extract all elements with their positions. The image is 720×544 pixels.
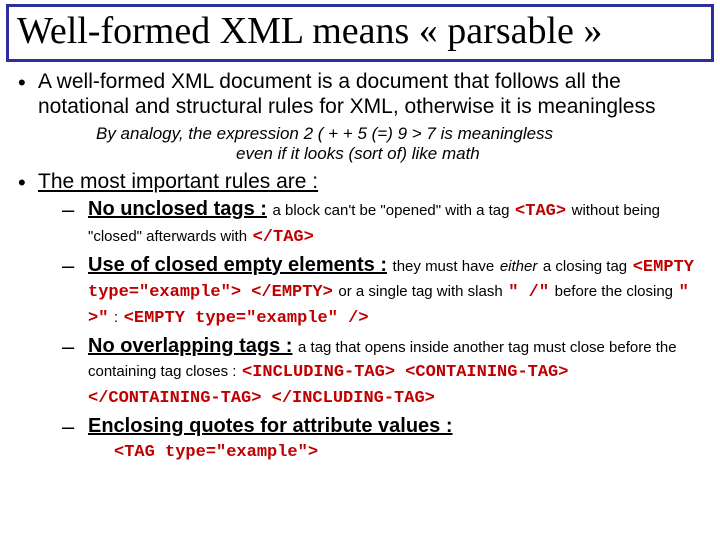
rule-3-label: No overlapping tags : [88, 335, 292, 357]
slide-title: Well-formed XML means « parsable » [17, 10, 602, 52]
rule-1-t1: a block can't be "opened" with a tag [272, 202, 509, 219]
analogy-line-1: By analogy, the expression 2 ( + + 5 (=)… [96, 124, 553, 143]
bullet-2: The most important rules are : No unclos… [14, 170, 706, 463]
bullet-2-text: The most important rules are : [38, 170, 318, 193]
analogy-block: By analogy, the expression 2 ( + + 5 (=)… [96, 124, 706, 165]
rule-2: Use of closed empty elements : they must… [38, 253, 706, 330]
rule-2-t3: before the closing [555, 283, 673, 300]
rule-2-t1b: a closing tag [543, 258, 627, 275]
title-box: Well-formed XML means « parsable » [6, 4, 714, 62]
slide-content: A well-formed XML document is a document… [0, 70, 720, 464]
analogy-line-2: even if it looks (sort of) like math [236, 144, 706, 164]
rule-2-t2: or a single tag with slash [338, 283, 502, 300]
rule-1-code-1: <TAG> [515, 202, 566, 221]
rule-2-t1: they must have [393, 258, 495, 275]
rule-3: No overlapping tags : a tag that opens i… [38, 334, 706, 410]
rules-list: No unclosed tags : a block can't be "ope… [38, 197, 706, 464]
rule-1: No unclosed tags : a block can't be "ope… [38, 197, 706, 248]
rule-1-label: No unclosed tags : [88, 198, 267, 220]
rule-2-label: Use of closed empty elements : [88, 254, 387, 276]
rule-4-label: Enclosing quotes for attribute values : [88, 415, 453, 437]
bullet-1-text: A well-formed XML document is a document… [38, 70, 655, 118]
rule-2-t1i: either [500, 258, 538, 275]
bullet-1: A well-formed XML document is a document… [14, 70, 706, 164]
bullet-list: A well-formed XML document is a document… [14, 70, 706, 464]
rule-4-code-1: <TAG type="example"> [114, 443, 318, 462]
rule-1-code-2: </TAG> [253, 228, 314, 247]
rule-2-code-4: <EMPTY type="example" /> [124, 309, 369, 328]
rule-4: Enclosing quotes for attribute values : … [38, 414, 706, 464]
rule-2-code-2: " /" [508, 283, 549, 302]
rule-2-t4: : [114, 309, 118, 326]
